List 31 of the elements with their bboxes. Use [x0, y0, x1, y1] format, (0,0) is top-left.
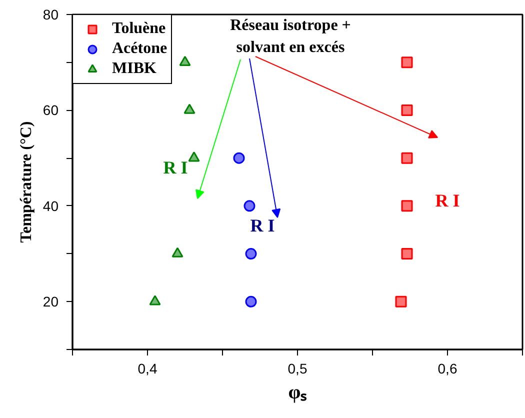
legend-label: Acétone	[112, 40, 168, 58]
point	[245, 248, 257, 260]
annotation: R I	[163, 158, 188, 178]
y-tick-label: 60	[42, 102, 59, 118]
point	[395, 296, 407, 308]
y-tick-label: 20	[42, 294, 59, 310]
annotation: Réseau isotrope + solvant en excés	[230, 16, 351, 56]
point	[401, 248, 413, 260]
point	[184, 104, 196, 114]
x-axis-title: φₛ	[288, 382, 308, 404]
point	[172, 247, 184, 258]
point	[245, 296, 257, 308]
point	[401, 104, 413, 116]
y-axis-title: Température (°C)	[18, 121, 35, 243]
point	[188, 152, 200, 162]
annotation: R I	[435, 190, 460, 210]
point	[149, 295, 161, 306]
point	[244, 200, 256, 212]
x-tick-label: 0,6	[438, 360, 458, 376]
y-tick-label: 40	[42, 198, 59, 214]
point	[401, 152, 413, 164]
point	[401, 56, 413, 68]
point	[233, 152, 245, 164]
x-tick-label: 0,5	[288, 360, 308, 376]
y-tick-label: 80	[42, 6, 59, 22]
x-tick-label: 0,4	[138, 360, 158, 376]
point	[179, 56, 191, 66]
point	[401, 200, 413, 212]
legend-label: MIBK	[112, 60, 156, 78]
annotation: R I	[250, 216, 275, 236]
legend-label: Toluène	[112, 20, 166, 38]
